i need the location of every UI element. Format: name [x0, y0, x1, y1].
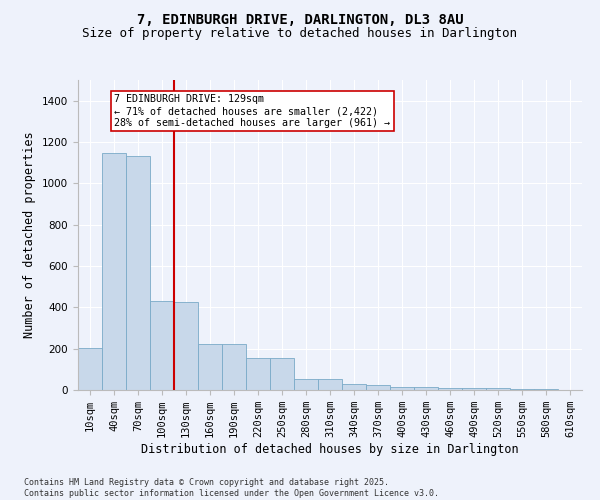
- Bar: [246, 358, 270, 390]
- Bar: [174, 302, 198, 390]
- Text: 7, EDINBURGH DRIVE, DARLINGTON, DL3 8AU: 7, EDINBURGH DRIVE, DARLINGTON, DL3 8AU: [137, 12, 463, 26]
- X-axis label: Distribution of detached houses by size in Darlington: Distribution of detached houses by size …: [141, 443, 519, 456]
- Bar: [486, 388, 510, 390]
- Bar: [150, 301, 174, 390]
- Text: Size of property relative to detached houses in Darlington: Size of property relative to detached ho…: [83, 28, 517, 40]
- Bar: [318, 378, 342, 390]
- Bar: [294, 378, 318, 390]
- Bar: [438, 388, 462, 390]
- Text: Contains HM Land Registry data © Crown copyright and database right 2025.
Contai: Contains HM Land Registry data © Crown c…: [24, 478, 439, 498]
- Text: 7 EDINBURGH DRIVE: 129sqm
← 71% of detached houses are smaller (2,422)
28% of se: 7 EDINBURGH DRIVE: 129sqm ← 71% of detac…: [114, 94, 390, 128]
- Bar: [126, 156, 150, 390]
- Bar: [102, 154, 126, 390]
- Bar: [342, 384, 366, 390]
- Bar: [462, 388, 486, 390]
- Bar: [78, 348, 102, 390]
- Bar: [198, 344, 222, 390]
- Bar: [222, 344, 246, 390]
- Bar: [510, 389, 534, 390]
- Bar: [414, 387, 438, 390]
- Bar: [390, 387, 414, 390]
- Y-axis label: Number of detached properties: Number of detached properties: [23, 132, 37, 338]
- Bar: [270, 358, 294, 390]
- Bar: [366, 385, 390, 390]
